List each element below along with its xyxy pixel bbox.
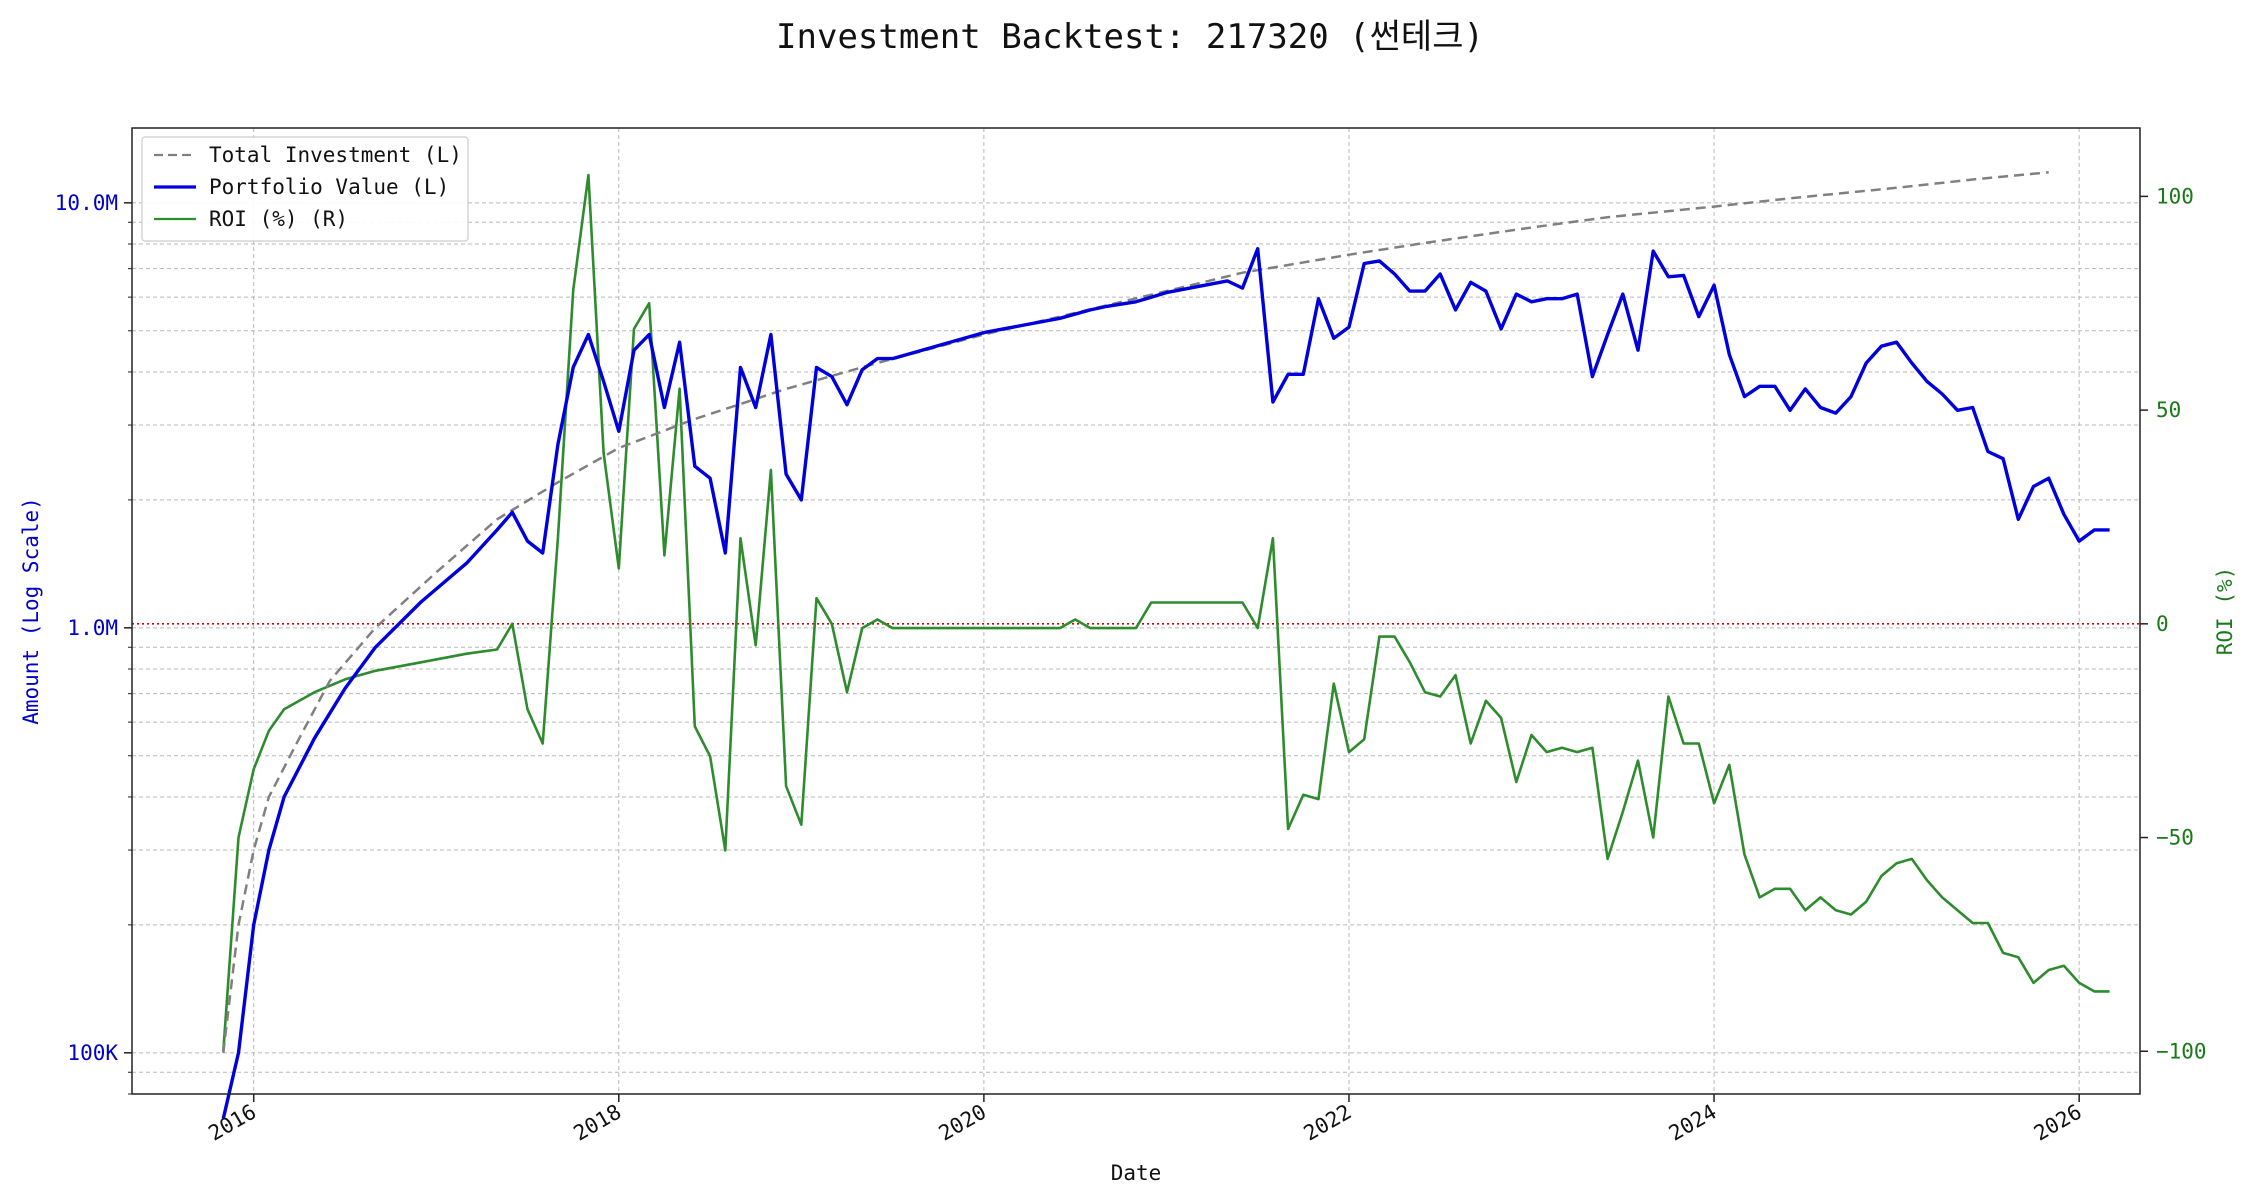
series-lines: [221, 171, 2110, 1119]
x-tick-label-2: 2020: [935, 1100, 991, 1146]
portfolio-value-line: [221, 246, 2110, 1119]
grid: [132, 128, 2140, 1095]
legend: Total Investment (L) Portfolio Value (L)…: [141, 136, 469, 242]
legend-label-portfolio: Portfolio Value (L): [209, 175, 449, 199]
left-tick-label-1: 1.0M: [67, 616, 118, 640]
right-tick-label-3: 50: [2156, 398, 2181, 422]
legend-label-investment: Total Investment (L): [209, 143, 462, 167]
left-tick-label-0: 100K: [67, 1041, 118, 1065]
left-axis-label: Amount (Log Scale): [19, 497, 43, 725]
x-tick-label-3: 2022: [1300, 1100, 1356, 1146]
plot-frame: [131, 127, 2141, 1095]
right-tick-label-1: −50: [2156, 826, 2194, 850]
roi-line: [222, 173, 2110, 1052]
chart-title: Investment Backtest: 217320 (썬테크): [776, 17, 1484, 57]
legend-label-roi: ROI (%) (R): [209, 207, 348, 231]
x-axis-ticks: 2016 2018 2020 2022 2024 2026: [204, 1094, 2086, 1146]
left-axis-ticks: 100K 1.0M 10.0M: [55, 191, 132, 1095]
total-investment-line: [222, 171, 2049, 1053]
right-axis-label: ROI (%): [2213, 567, 2237, 656]
x-tick-label-1: 2018: [569, 1100, 625, 1146]
legend-box: [141, 136, 469, 242]
x-tick-label-0: 2016: [204, 1100, 260, 1146]
right-tick-label-0: −100: [2156, 1039, 2207, 1063]
x-tick-label-5: 2026: [2030, 1100, 2086, 1146]
left-tick-label-2: 10.0M: [55, 191, 118, 215]
x-axis-label: Date: [1111, 1161, 1162, 1185]
right-tick-label-2: 0: [2156, 612, 2169, 636]
right-axis-ticks: −100 −50 0 50 100: [2140, 184, 2207, 1063]
right-tick-label-4: 100: [2156, 184, 2194, 208]
x-tick-label-4: 2024: [1665, 1100, 1721, 1146]
